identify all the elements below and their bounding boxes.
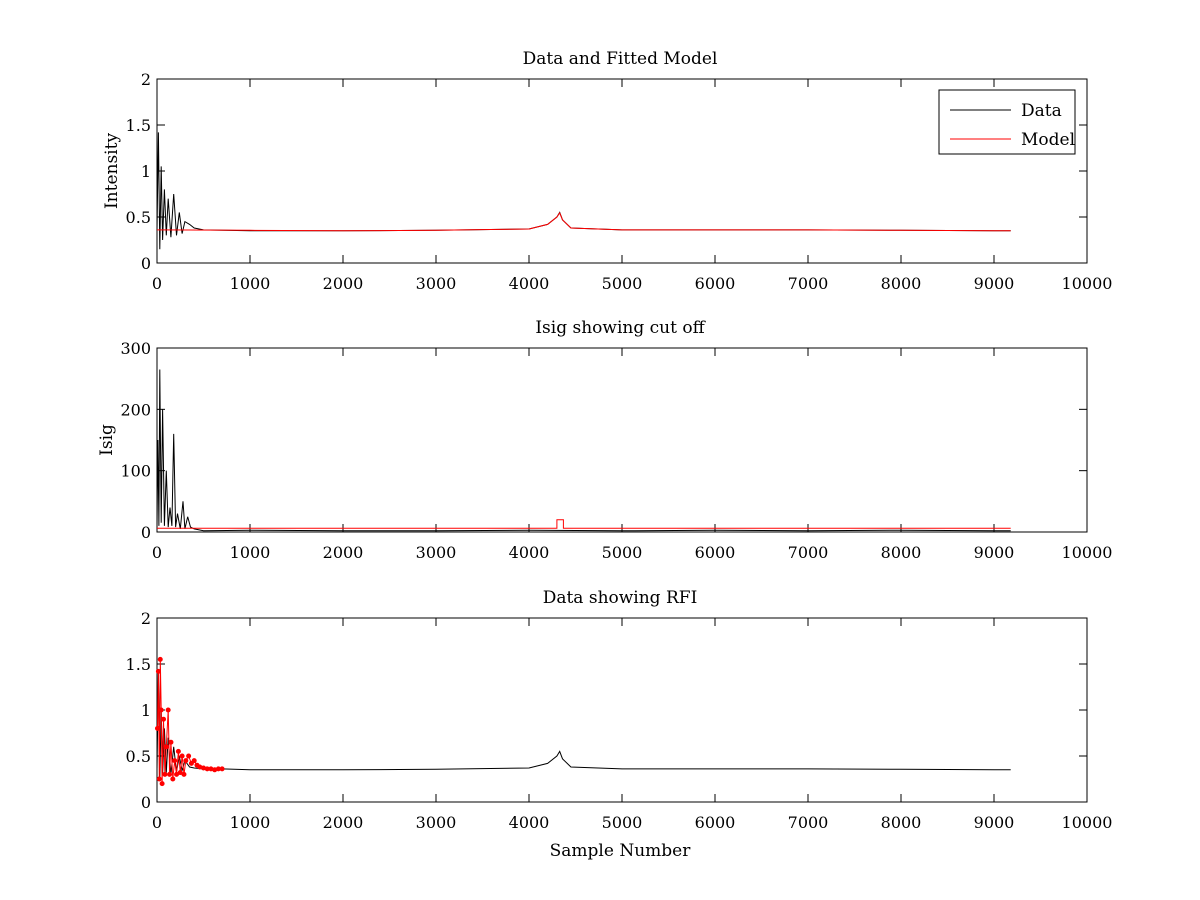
x-tick-label: 3000 xyxy=(416,813,457,832)
x-tick-label: 8000 xyxy=(881,543,922,562)
rfi-point xyxy=(219,766,225,772)
chart-title: Data and Fitted Model xyxy=(523,49,718,69)
plot-area: 0 1000 2000 3000 4000 5000 6000 7000 8000 9000 100… xyxy=(126,70,1113,293)
chart-title: Data showing RFI xyxy=(543,588,698,608)
series-line-0 xyxy=(156,369,1011,532)
x-tick-label: 6000 xyxy=(695,543,736,562)
x-tick-label: 4000 xyxy=(509,274,550,293)
y-tick-label: 0.5 xyxy=(126,747,151,766)
legend-label-data: Data xyxy=(1021,101,1062,121)
chart-title: Isig showing cut off xyxy=(535,318,706,338)
rfi-point xyxy=(163,744,169,750)
x-tick-label: 6000 xyxy=(695,274,736,293)
axes-box xyxy=(156,347,1088,533)
x-tick-label: 3000 xyxy=(416,274,457,293)
legend: Data Model xyxy=(938,89,1076,155)
y-tick-label: 0 xyxy=(141,793,151,812)
x-tick-label: 10000 xyxy=(1062,274,1113,293)
x-tick-label: 1000 xyxy=(230,274,271,293)
x-tick-label: 2000 xyxy=(323,274,364,293)
x-tick-label: 5000 xyxy=(602,813,643,832)
y-tick-label: 0 xyxy=(141,523,151,542)
rfi-point xyxy=(186,753,192,759)
y-tick-label: 0.5 xyxy=(126,208,151,227)
series-line-data xyxy=(156,132,1011,250)
rfi-point xyxy=(191,758,197,764)
rfi-point xyxy=(170,776,176,782)
x-tick-label: 0 xyxy=(152,813,162,832)
rfi-point xyxy=(179,753,185,759)
x-tick-label: 2000 xyxy=(323,543,364,562)
rfi-point xyxy=(168,739,174,745)
rfi-point xyxy=(175,748,181,754)
rfi-point xyxy=(158,707,164,713)
rfi-point xyxy=(181,771,187,777)
y-tick-label: 1.5 xyxy=(126,655,151,674)
panel-data-and-fitted-model: Data and Fitted Model Intensity 0 1000 200… xyxy=(102,49,1112,293)
panel-data-showing-rfi: Data showing RFI Sample Number 0 1000 2000… xyxy=(126,588,1113,861)
x-tick-label: 9000 xyxy=(974,813,1015,832)
panel-isig-showing-cut-off: Isig showing cut off Isig 0 1000 2000 3000 4… xyxy=(97,318,1112,562)
x-tick-label: 9000 xyxy=(974,543,1015,562)
rfi-point xyxy=(188,760,194,766)
rfi-point xyxy=(167,771,173,777)
rfi-point xyxy=(172,758,178,764)
x-tick-label: 0 xyxy=(152,274,162,293)
rfi-point xyxy=(174,771,180,777)
x-tick-label: 0 xyxy=(152,543,162,562)
plot-area: 0 1000 2000 3000 4000 5000 6000 7000 8000 9000 100… xyxy=(126,609,1113,832)
x-tick-label: 5000 xyxy=(602,543,643,562)
y-tick-label: 0 xyxy=(141,254,151,273)
y-tick-label: 200 xyxy=(120,400,151,419)
x-tick-label: 4000 xyxy=(509,813,550,832)
rfi-point xyxy=(161,716,167,722)
y-axis-label: Isig xyxy=(97,424,117,456)
legend-label-model: Model xyxy=(1021,130,1075,150)
x-tick-label: 2000 xyxy=(323,813,364,832)
x-tick-label: 8000 xyxy=(881,813,922,832)
plot-area: 0 1000 2000 3000 4000 5000 6000 7000 8000 9000 100… xyxy=(120,339,1112,562)
y-tick-label: 1 xyxy=(141,162,151,181)
rfi-point xyxy=(162,771,168,777)
x-tick-label: 3000 xyxy=(416,543,457,562)
rfi-point xyxy=(183,758,189,764)
rfi-point xyxy=(165,707,171,713)
y-tick-label: 300 xyxy=(120,339,151,358)
axes-box xyxy=(156,617,1088,803)
x-tick-label: 10000 xyxy=(1062,543,1113,562)
x-tick-label: 5000 xyxy=(602,274,643,293)
y-tick-label: 2 xyxy=(141,609,151,628)
x-tick-label: 7000 xyxy=(788,813,829,832)
rfi-point xyxy=(177,770,183,776)
y-tick-label: 1 xyxy=(141,701,151,720)
legend-box xyxy=(938,89,1076,155)
y-tick-label: 1.5 xyxy=(126,116,151,135)
series-line-model xyxy=(156,211,1011,232)
x-tick-label: 6000 xyxy=(695,813,736,832)
x-tick-label: 7000 xyxy=(788,274,829,293)
rfi-point xyxy=(156,776,162,782)
y-tick-label: 2 xyxy=(141,70,151,89)
x-tick-label: 1000 xyxy=(230,543,271,562)
y-axis-label: Intensity xyxy=(102,133,122,209)
x-tick-label: 9000 xyxy=(974,274,1015,293)
x-tick-label: 7000 xyxy=(788,543,829,562)
series-line-1 xyxy=(157,519,1011,529)
y-tick-label: 100 xyxy=(120,462,151,481)
x-axis-label: Sample Number xyxy=(550,841,692,861)
x-tick-label: 10000 xyxy=(1062,813,1113,832)
x-tick-label: 1000 xyxy=(230,813,271,832)
x-tick-label: 8000 xyxy=(881,274,922,293)
x-tick-label: 4000 xyxy=(509,543,550,562)
rfi-point xyxy=(159,781,165,787)
series-line-0 xyxy=(156,671,1011,780)
rfi-point xyxy=(157,656,163,662)
rfi-point xyxy=(154,725,160,731)
rfi-point xyxy=(155,668,161,674)
